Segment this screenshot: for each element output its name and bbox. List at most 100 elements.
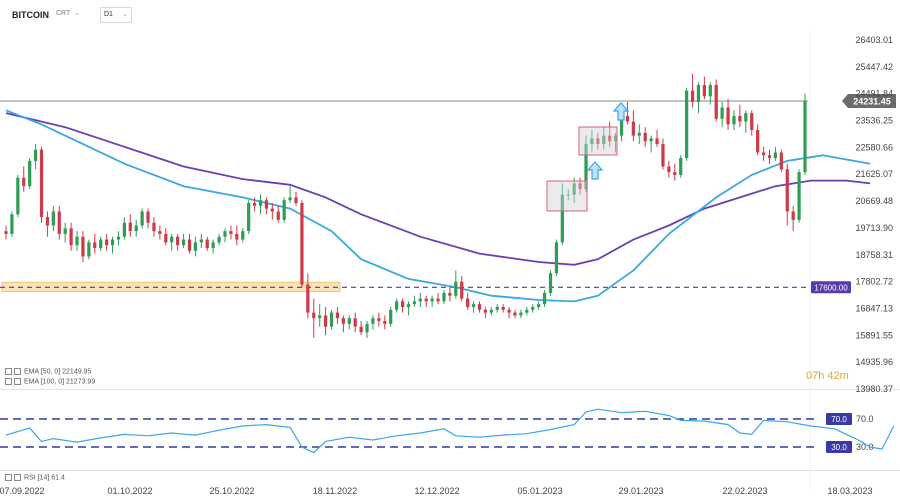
price-axis-tick: 22580.66 xyxy=(855,142,893,152)
candle-body xyxy=(702,85,707,97)
date-axis-tick: 18.03.2023 xyxy=(827,486,872,496)
candle-body xyxy=(696,85,701,102)
rsi-axis-tick: 30.0 xyxy=(856,442,874,452)
candle-body xyxy=(525,309,529,313)
candle-body xyxy=(57,211,61,234)
price-axis-tick: 13980.37 xyxy=(855,384,893,394)
candle-body xyxy=(16,177,20,215)
candle-body xyxy=(371,318,375,324)
candle-body xyxy=(176,236,180,246)
candle-body xyxy=(578,183,582,189)
candle-body xyxy=(531,306,535,310)
settings-icon xyxy=(5,474,12,481)
candle-body xyxy=(217,236,221,243)
candle-body xyxy=(761,152,766,156)
price-axis-tick: 23536.25 xyxy=(855,116,893,126)
arrow-up-icon xyxy=(586,161,604,180)
candle-body xyxy=(560,194,564,243)
candle-body xyxy=(726,107,730,125)
candle-body xyxy=(803,101,807,173)
date-axis-tick: 25.10.2022 xyxy=(209,486,254,496)
candle-body xyxy=(241,231,245,240)
ema50-line xyxy=(5,109,871,303)
candle-body xyxy=(51,211,55,226)
candle-body xyxy=(779,152,783,170)
candle-body xyxy=(466,298,470,307)
candle-body xyxy=(140,211,144,226)
timeframe-dropdown[interactable]: D1 ⌄ xyxy=(100,7,132,23)
candle-body xyxy=(170,236,174,243)
visibility-icon xyxy=(14,368,21,375)
candle-body xyxy=(312,312,316,319)
candle-body xyxy=(756,129,760,153)
rsi-band-tag xyxy=(826,413,852,425)
candle-body xyxy=(460,281,464,299)
candle-body xyxy=(223,231,227,237)
candle-countdown: 07h 42m xyxy=(806,370,849,382)
date-axis-tick: 29.01.2023 xyxy=(618,486,663,496)
candle-body xyxy=(554,242,559,274)
ema100-legend-text: EMA [100, 0] 21273.99 xyxy=(24,378,96,386)
candle-body xyxy=(347,318,351,324)
rsi-legend[interactable]: RSI [14] 61.4 xyxy=(5,474,65,481)
ema50-legend[interactable]: EMA [50, 0] 22149.95 xyxy=(5,368,91,375)
candle-body xyxy=(323,315,328,327)
candle-body xyxy=(773,152,778,159)
instrument-type-dropdown[interactable]: CRT ⌄ xyxy=(56,9,80,17)
candle-body xyxy=(471,304,476,307)
rsi-legend-text: RSI [14] 61.4 xyxy=(24,474,65,482)
candle-body xyxy=(442,292,446,302)
candle-body xyxy=(158,231,162,234)
candle-body xyxy=(483,309,488,313)
candle-body xyxy=(448,292,452,296)
candle-body xyxy=(590,138,594,145)
candle-body xyxy=(750,113,754,130)
candle-body xyxy=(199,239,203,243)
candle-body xyxy=(424,298,428,302)
candle-body xyxy=(613,135,618,142)
price-axis-tick: 16847.13 xyxy=(855,303,893,313)
current-price-tag xyxy=(842,94,896,109)
candle-body xyxy=(187,239,192,251)
candle-body xyxy=(406,304,411,307)
ema50-legend-text: EMA [50, 0] 22149.95 xyxy=(24,368,92,376)
candle-body xyxy=(258,200,263,206)
settings-icon xyxy=(5,378,12,385)
rsi-line xyxy=(5,408,895,454)
candle-body xyxy=(430,298,434,302)
candle-body xyxy=(619,115,624,136)
candle-body xyxy=(744,113,748,122)
candle-body xyxy=(193,242,198,251)
candle-body xyxy=(282,200,286,220)
candle-body xyxy=(81,236,85,257)
ema100-legend[interactable]: EMA [100, 0] 21273.99 xyxy=(5,378,95,385)
candle-body xyxy=(566,194,570,196)
timeframe-label: D1 xyxy=(104,11,113,18)
chevron-down-icon: ⌄ xyxy=(121,11,128,18)
candle-body xyxy=(116,236,121,240)
candle-body xyxy=(412,301,416,305)
candle-body xyxy=(276,211,280,220)
candle-body xyxy=(229,231,233,234)
candle-body xyxy=(134,225,138,232)
candle-body xyxy=(28,160,32,187)
candle-body xyxy=(383,321,387,324)
candle-body xyxy=(519,312,523,316)
candle-body xyxy=(608,135,612,142)
candle-body xyxy=(39,149,44,218)
candle-body xyxy=(714,85,718,119)
rsi-axis-tick: 70.0 xyxy=(856,414,874,424)
candle-body xyxy=(306,284,310,313)
price-axis-tick: 14935.96 xyxy=(855,357,893,367)
chart-toolbar: BITCOIN CRT ⌄ D1 ⌄ xyxy=(0,0,900,32)
candle-body xyxy=(247,203,251,232)
candle-body xyxy=(649,138,653,142)
date-axis-tick: 05.01.2023 xyxy=(517,486,562,496)
candle-body xyxy=(128,222,132,232)
candle-body xyxy=(495,306,499,310)
candle-body xyxy=(211,242,215,248)
candle-body xyxy=(584,144,588,189)
price-axis-tick: 18758.31 xyxy=(855,250,893,260)
candle-body xyxy=(300,203,304,285)
